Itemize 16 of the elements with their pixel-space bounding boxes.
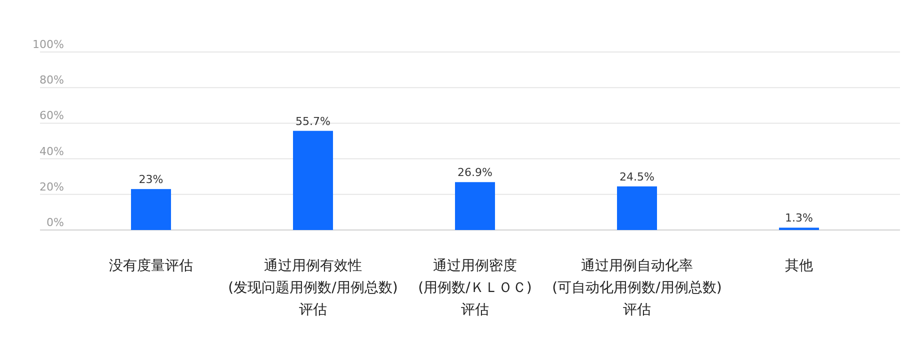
data-label: 55.7%	[296, 114, 330, 128]
data-label: 23%	[138, 173, 164, 186]
data-label: 1.3%	[785, 212, 813, 225]
x-tick-label: 通过用例自动化率 (可自动化用例数/用例总数) 评估	[552, 258, 722, 318]
y-tick-label: 20%	[40, 180, 64, 194]
data-label: 24.5%	[620, 170, 654, 184]
y-tick-label: 100%	[32, 38, 64, 51]
x-tick-label: 没有度量评估	[109, 258, 193, 274]
y-tick-label: 0%	[46, 216, 64, 229]
y-tick-label: 60%	[40, 109, 64, 122]
x-tick-label: 其他	[785, 258, 813, 274]
x-tick-label: 通过用例密度 (用例数/ＫＬＯＣ) 评估	[418, 258, 532, 318]
y-tick-label: 80%	[40, 74, 64, 87]
x-tick-label: 通过用例有效性 (发现问题用例数/用例总数) 评估	[228, 258, 398, 318]
y-tick-label: 40%	[40, 144, 64, 158]
data-label: 26.9%	[458, 166, 492, 180]
